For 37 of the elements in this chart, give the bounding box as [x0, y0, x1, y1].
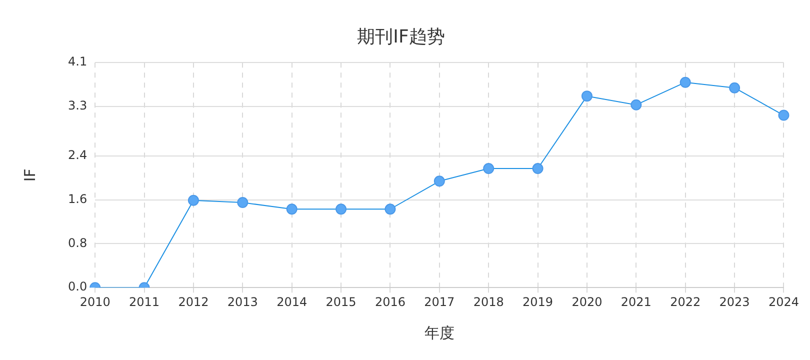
- point: [188, 194, 199, 206]
- y-tick-label: 3.3: [68, 98, 88, 113]
- chart-title: 期刊IF趋势: [357, 26, 445, 48]
- x-tick-label: 2018: [473, 294, 504, 309]
- point: [729, 82, 740, 94]
- point: [680, 76, 691, 88]
- x-tick-label: 2023: [719, 294, 750, 309]
- y-tick-label: 0.8: [68, 236, 88, 250]
- x-tick-label: 2024: [768, 294, 800, 309]
- y-tick-label: 2.4: [68, 148, 88, 162]
- y-tick-label: 4.1: [68, 54, 88, 69]
- x-tick-label: 2020: [572, 294, 602, 309]
- x-tick-label: 2012: [178, 294, 209, 309]
- x-tick-label: 2015: [326, 294, 356, 309]
- point: [581, 90, 592, 102]
- x-tick-label: 2021: [620, 294, 652, 309]
- point: [384, 204, 396, 215]
- x-tick-label: 2011: [129, 294, 160, 309]
- y-tick-label: 0.0: [68, 280, 88, 294]
- point: [434, 176, 445, 187]
- point: [286, 204, 298, 215]
- x-tick-label: 2017: [424, 294, 455, 309]
- x-tick-label: 2016: [374, 294, 406, 309]
- x-axis-title: 年度: [424, 324, 454, 342]
- point: [532, 163, 544, 174]
- point: [336, 204, 347, 215]
- y-axis-title: IF: [20, 168, 39, 182]
- x-tick-label: 2013: [227, 294, 258, 309]
- x-tick-label: 2010: [80, 294, 110, 309]
- x-tick-label: 2022: [670, 294, 701, 309]
- point: [778, 110, 790, 121]
- point: [237, 197, 248, 208]
- point: [483, 163, 494, 174]
- y-tick-label: 1.6: [68, 192, 88, 206]
- point: [630, 99, 642, 110]
- x-tick-label: 2014: [276, 294, 308, 309]
- x-tick-label: 2019: [522, 294, 554, 309]
